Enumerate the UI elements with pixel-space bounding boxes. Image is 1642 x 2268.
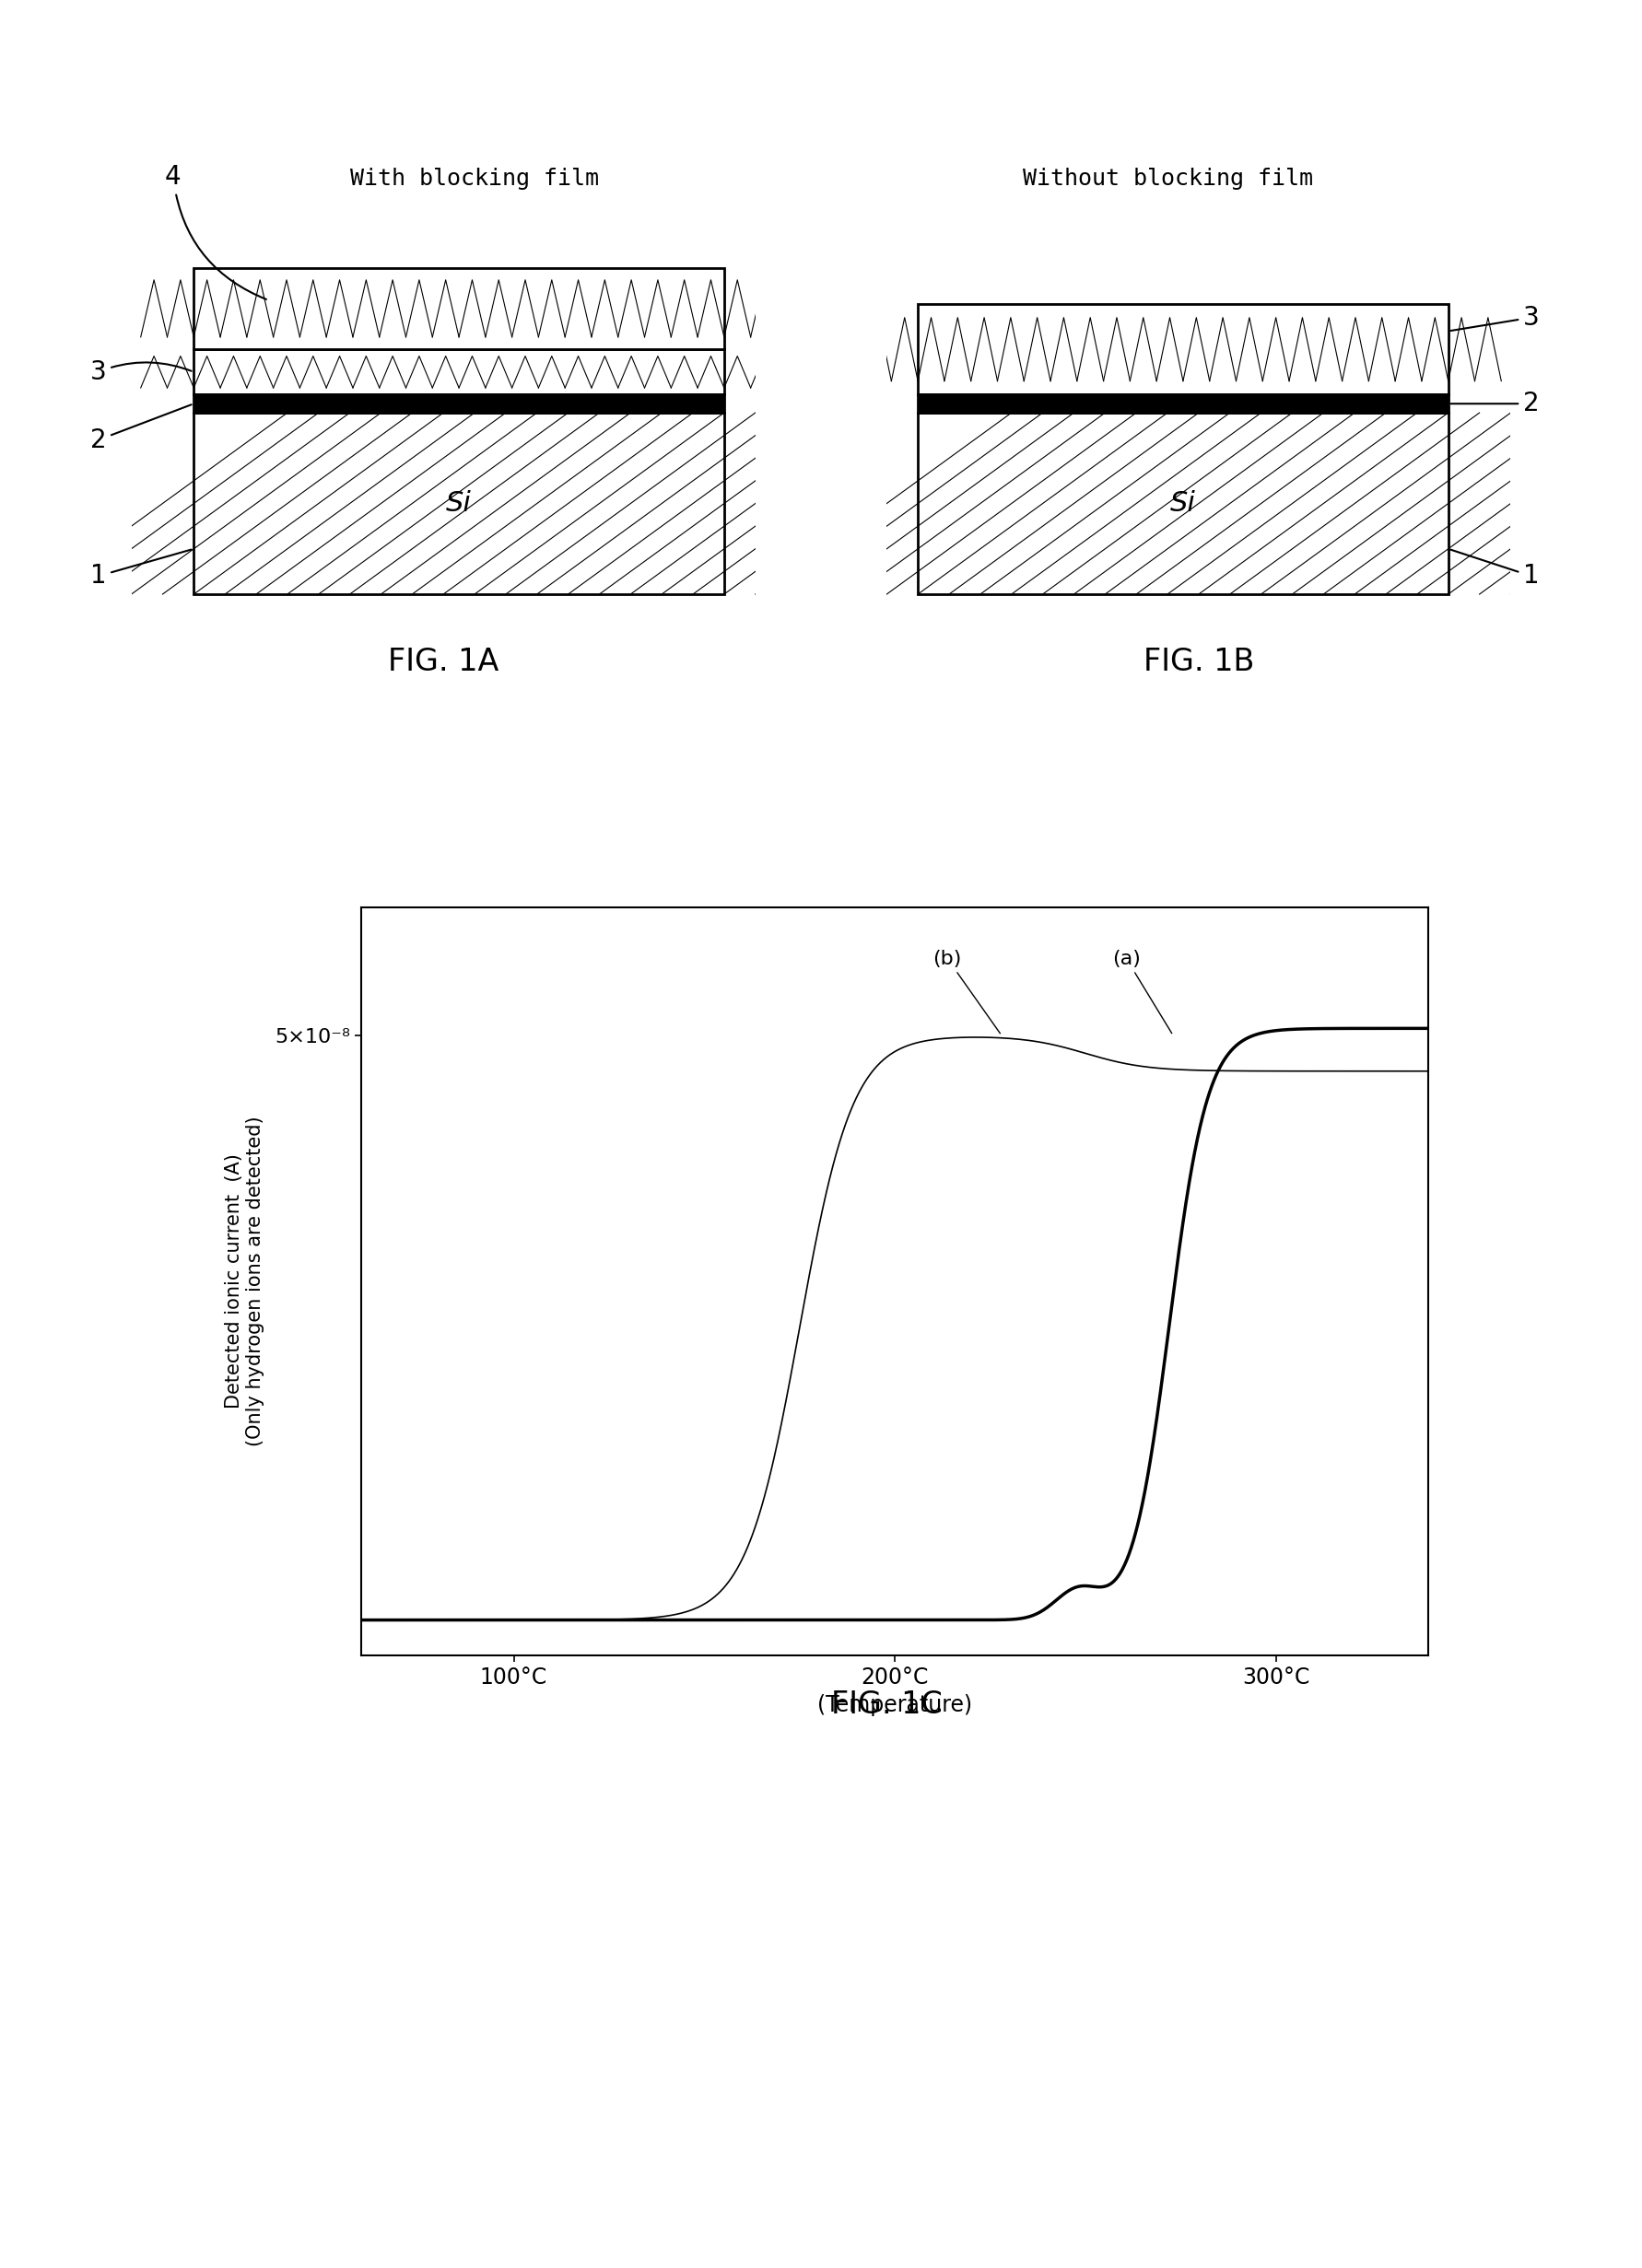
Bar bbox=[194, 268, 724, 349]
Text: FIG. 1B: FIG. 1B bbox=[1143, 646, 1254, 676]
Bar bbox=[918, 304, 1448, 395]
Text: 4: 4 bbox=[166, 163, 266, 299]
Bar bbox=[918, 413, 1448, 594]
Text: 2: 2 bbox=[90, 404, 192, 454]
Bar bbox=[194, 395, 724, 413]
Bar bbox=[194, 413, 724, 594]
Text: (b): (b) bbox=[933, 950, 1000, 1034]
Text: 1: 1 bbox=[1450, 549, 1539, 590]
Text: 3: 3 bbox=[90, 358, 192, 386]
Y-axis label: Detected ionic current  (A)
(Only hydrogen ions are detected): Detected ionic current (A) (Only hydroge… bbox=[225, 1116, 264, 1447]
X-axis label: (Temperature): (Temperature) bbox=[818, 1694, 972, 1717]
Bar bbox=[918, 395, 1448, 413]
Text: Si: Si bbox=[1171, 490, 1195, 517]
Text: 2: 2 bbox=[1452, 390, 1539, 417]
Text: 1: 1 bbox=[90, 549, 192, 590]
Text: Si: Si bbox=[447, 490, 471, 517]
Text: FIG. 1C: FIG. 1C bbox=[831, 1690, 943, 1719]
Text: Without blocking film: Without blocking film bbox=[1023, 168, 1312, 191]
Text: FIG. 1A: FIG. 1A bbox=[388, 646, 499, 676]
Text: With blocking film: With blocking film bbox=[350, 168, 599, 191]
Bar bbox=[194, 349, 724, 395]
Text: 3: 3 bbox=[1452, 304, 1540, 331]
Text: (a): (a) bbox=[1112, 950, 1172, 1034]
